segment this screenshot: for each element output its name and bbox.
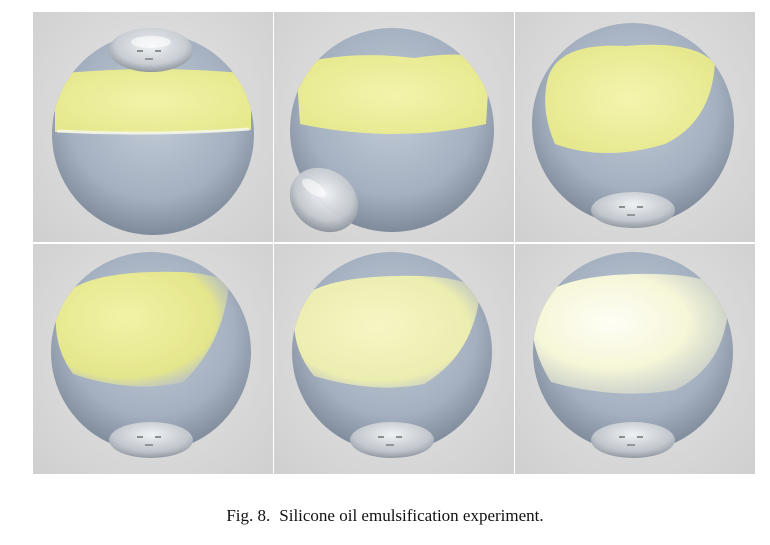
small-droplet (591, 192, 675, 228)
panel-bottom-right (515, 244, 755, 474)
small-droplet (109, 28, 193, 72)
figure-label: Fig. 8. (226, 506, 271, 525)
oil-layer (55, 69, 251, 134)
small-droplet (591, 422, 675, 458)
caption-text: Silicone oil emulsification experiment. (279, 506, 544, 525)
small-droplet (109, 422, 193, 458)
panel-top-left (33, 12, 273, 242)
panel-bottom-left (33, 244, 273, 474)
small-droplet (350, 422, 434, 458)
oil-layer (533, 273, 729, 394)
oil-layer (294, 275, 480, 388)
oil-layer (296, 54, 490, 134)
figure (33, 12, 755, 474)
panel-top-right (515, 12, 755, 242)
oil-layer (55, 271, 229, 387)
figure-caption: Fig. 8. Silicone oil emulsification exper… (0, 506, 770, 526)
oil-layer (545, 44, 715, 153)
panel-bottom-middle (274, 244, 514, 474)
panel-top-middle (274, 12, 514, 242)
